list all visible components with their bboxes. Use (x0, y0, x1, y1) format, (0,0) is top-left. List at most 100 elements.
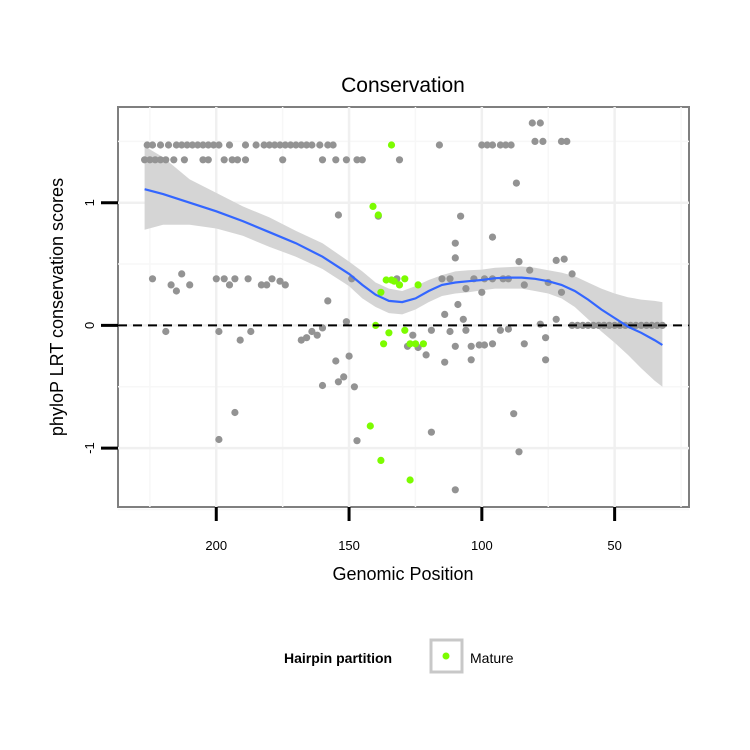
legend: Hairpin partition Mature (284, 638, 514, 674)
data-point-other (233, 156, 242, 164)
data-point-mature (411, 340, 420, 348)
data-point-other (268, 275, 276, 283)
data-point-other (395, 156, 404, 164)
data-point-mature (366, 422, 374, 430)
data-point-other (183, 141, 191, 149)
data-point-other (170, 156, 178, 164)
data-point-other (204, 141, 212, 149)
axes-layer: 200 150 100 50 -1 0 1 (82, 199, 622, 553)
data-point-mature (377, 456, 385, 464)
data-point-other (156, 141, 165, 149)
data-point-other (220, 275, 228, 283)
data-point-other (340, 373, 348, 381)
data-point-other (353, 156, 361, 164)
data-point-other (451, 486, 459, 494)
data-point-other (496, 141, 504, 149)
data-point-other (552, 315, 560, 323)
data-point-other (507, 141, 515, 149)
data-point-other (459, 315, 467, 323)
data-point-other (276, 277, 284, 285)
grid-lines (118, 107, 689, 511)
data-point-other (353, 437, 361, 445)
data-point-other (279, 156, 287, 164)
data-point-other (263, 281, 271, 289)
data-point-other (215, 327, 223, 336)
y-tick-label: -1 (82, 442, 97, 454)
data-point-other (573, 321, 582, 329)
data-point-other (199, 156, 207, 164)
data-point-mature (377, 288, 385, 296)
data-point-other (228, 156, 236, 164)
data-point-other (212, 275, 220, 283)
data-point-other (292, 141, 300, 149)
data-point-other (281, 141, 289, 149)
x-tick-label: 100 (471, 538, 493, 553)
data-point-mature (385, 329, 393, 337)
data-point-other (441, 358, 449, 366)
data-point-other (318, 381, 327, 390)
data-point-other (510, 410, 518, 418)
data-point-other (303, 141, 311, 149)
data-point-mature (387, 141, 396, 149)
data-point-other (589, 321, 598, 329)
data-point-other (186, 281, 194, 289)
legend-label-mature: Mature (470, 650, 514, 666)
data-point-mature (369, 202, 377, 210)
data-point-other (332, 357, 340, 365)
data-point-other (488, 340, 497, 348)
y-tick-label: 1 (82, 199, 97, 206)
data-point-other (488, 233, 497, 241)
data-point-other (563, 137, 571, 145)
data-point-other (409, 331, 417, 339)
data-point-other (313, 331, 321, 339)
data-point-other (528, 119, 536, 127)
data-point-other (536, 320, 544, 328)
data-point-other (446, 327, 454, 336)
legend-key-mature-dot (442, 652, 450, 660)
data-point-other (241, 141, 250, 149)
data-point-other (215, 141, 223, 149)
data-point-other (467, 356, 475, 364)
data-point-other (568, 270, 576, 278)
data-point-other (210, 141, 218, 149)
data-point-other (287, 141, 295, 149)
data-point-other (324, 141, 332, 149)
loess-smooth-line (144, 188, 663, 346)
data-point-other (329, 141, 337, 149)
data-point-other (539, 137, 547, 145)
data-point-other (194, 141, 202, 149)
data-point-mature (406, 340, 414, 348)
data-point-other (167, 281, 175, 289)
data-point-other (579, 321, 587, 329)
data-point-other (164, 141, 173, 149)
data-point-other (204, 156, 212, 164)
data-point-other (178, 270, 186, 278)
data-point-other (260, 141, 268, 149)
data-point-other (478, 141, 486, 149)
data-point-other (241, 156, 250, 164)
data-point-other (231, 275, 239, 283)
data-point-other (215, 435, 223, 444)
data-point-other (141, 156, 149, 164)
data-point-other (146, 156, 154, 164)
data-point-other (526, 266, 534, 274)
data-point-other (303, 334, 311, 342)
data-point-other (531, 137, 539, 145)
data-point-other (446, 275, 454, 283)
data-point-other (225, 141, 234, 149)
data-point-other (502, 141, 510, 149)
data-point-mature (414, 281, 422, 289)
data-point-mature (374, 211, 382, 219)
data-point-mature (401, 275, 409, 283)
x-axis-title: Genomic Position (332, 564, 473, 584)
data-point-other (441, 310, 449, 318)
data-point-other (515, 258, 523, 266)
points-layer (141, 119, 667, 494)
data-point-other (451, 342, 459, 350)
data-point-other (422, 351, 430, 359)
data-point-other (557, 288, 566, 296)
data-point-mature (401, 326, 409, 334)
x-tick-label: 200 (205, 538, 227, 553)
data-point-other (334, 211, 342, 219)
data-point-other (457, 212, 465, 220)
